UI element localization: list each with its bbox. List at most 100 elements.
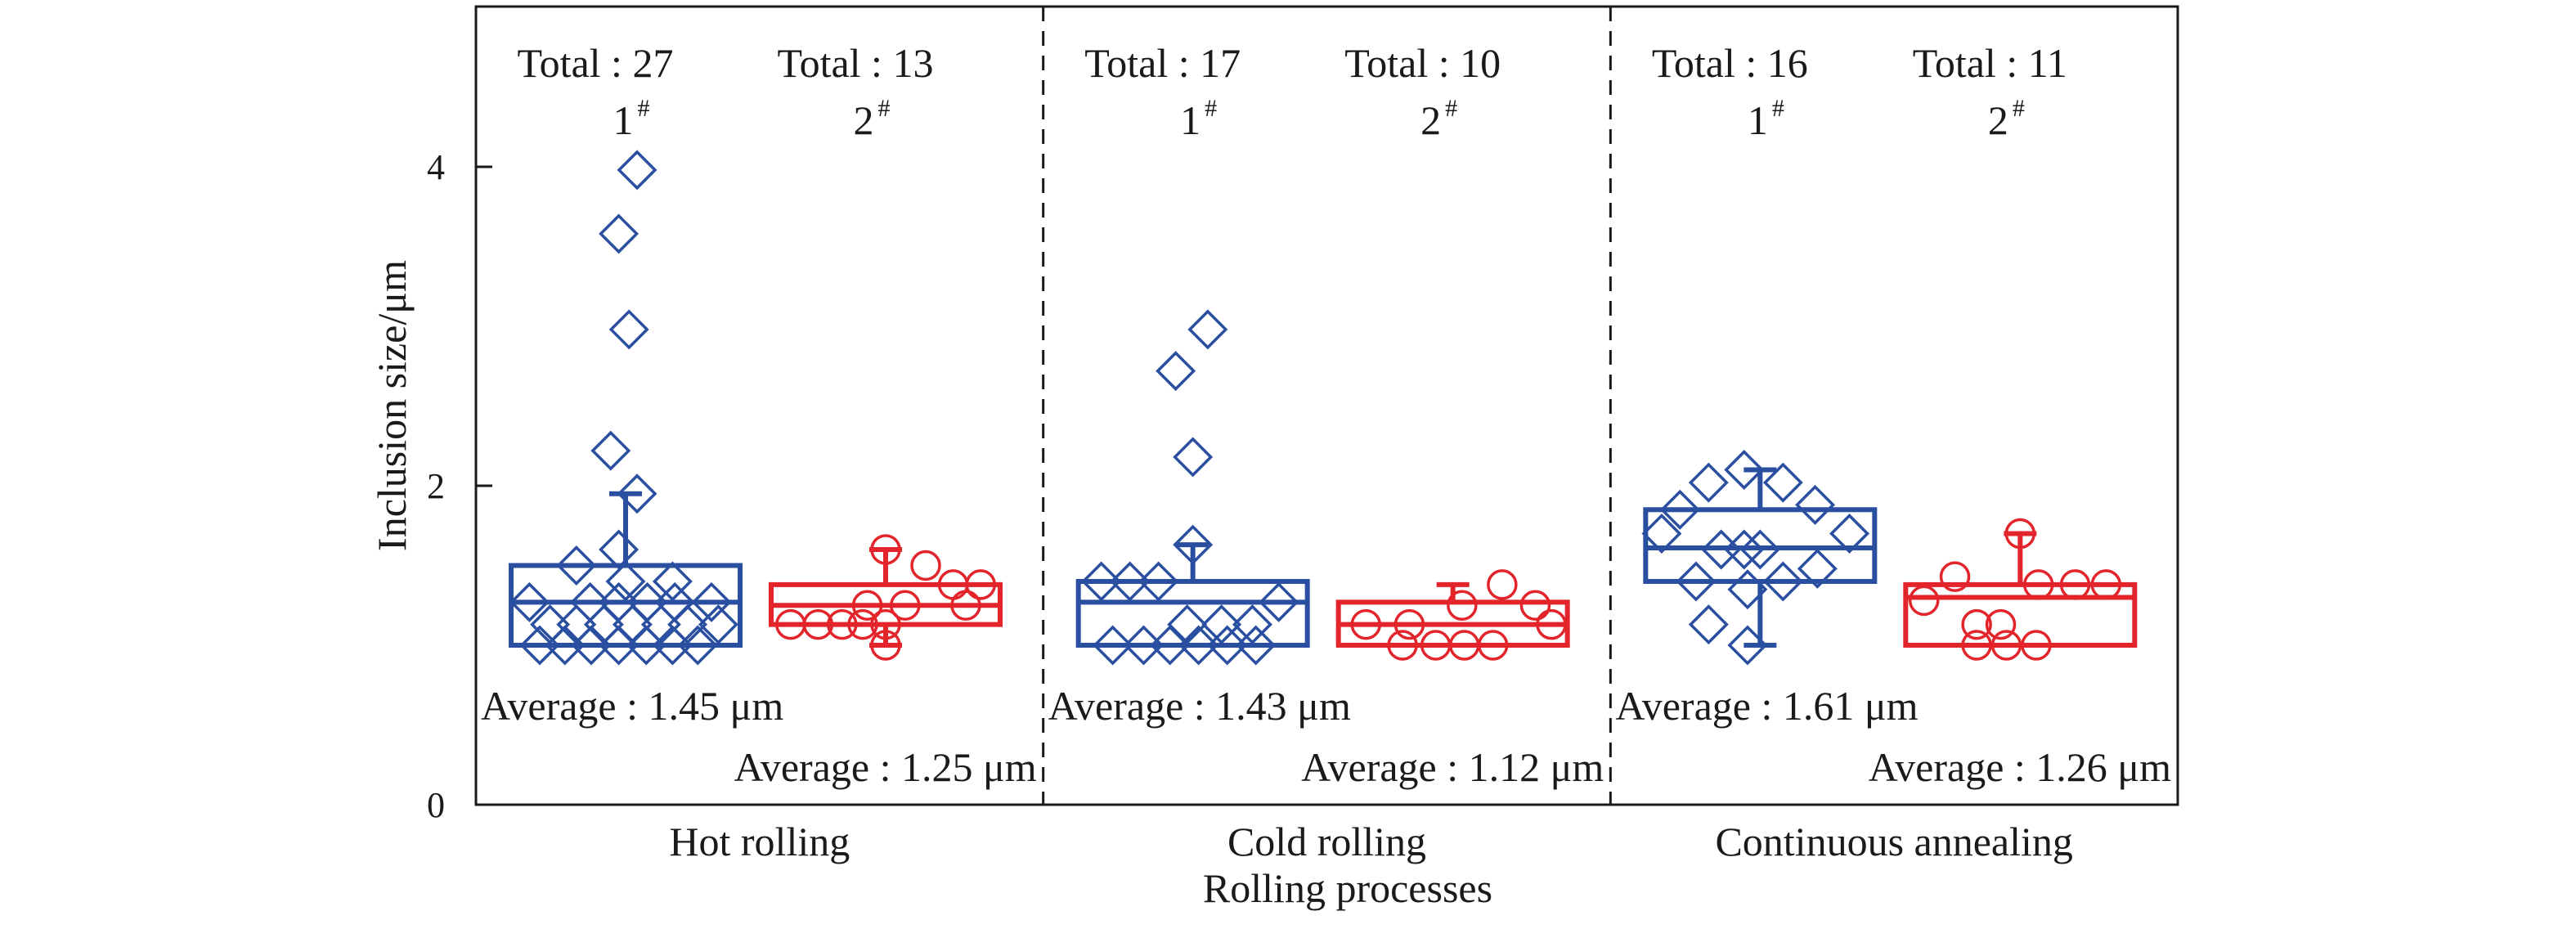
data-point-diamond — [617, 473, 657, 514]
average-label: Average : 1.25 μm — [734, 744, 1036, 790]
box-iqr — [1075, 579, 1310, 648]
total-label: Total : 10 — [1344, 40, 1501, 86]
data-point-circle — [2022, 569, 2054, 600]
data-point-circle — [827, 608, 858, 640]
data-point-circle — [950, 590, 981, 621]
data-point-circle — [870, 534, 901, 565]
data-point-diamond — [509, 581, 550, 622]
data-point-diamond — [1232, 604, 1272, 645]
data-point-diamond — [1110, 561, 1151, 602]
average-label: Average : 1.45 μm — [481, 683, 783, 729]
data-point-diamond — [1727, 625, 1768, 666]
data-point-diamond — [1762, 462, 1803, 503]
plot-frame — [474, 5, 2179, 806]
points-layer — [509, 150, 2122, 666]
data-point-circle — [1961, 608, 1992, 640]
box-iqr — [509, 563, 743, 648]
boxes-layer — [509, 467, 2138, 649]
data-point-circle — [1961, 630, 1992, 661]
data-point-circle — [2059, 569, 2091, 600]
sample-label-superscript: # — [1445, 95, 1457, 122]
data-point-circle — [965, 569, 996, 600]
data-point-diamond — [1641, 514, 1682, 554]
data-point-diamond — [1688, 604, 1729, 645]
sample-label: 2 — [1420, 97, 1441, 143]
data-point-diamond — [605, 561, 646, 602]
total-label: Total : 13 — [778, 40, 934, 86]
data-point-diamond — [545, 625, 586, 666]
sample-label-superscript: # — [1772, 95, 1784, 122]
data-point-circle — [1990, 630, 2022, 661]
data-point-circle — [1387, 630, 1418, 661]
data-point-diamond — [698, 604, 738, 645]
data-point-circle — [1908, 585, 1940, 617]
data-point-diamond — [1138, 561, 1179, 602]
data-point-diamond — [652, 561, 693, 602]
x-axis-labels: Hot rolling Cold rolling Continuous anneal… — [669, 819, 2072, 864]
data-point-circle — [851, 590, 883, 621]
data-point-diamond — [1688, 462, 1729, 503]
data-point-circle — [1985, 608, 2017, 640]
sample-label-superscript: # — [2013, 95, 2025, 122]
y-axis-title: Inclusion size/μm — [369, 260, 415, 551]
data-point-circle — [870, 630, 901, 661]
sample-label-superscript: # — [1205, 95, 1217, 122]
data-point-diamond — [1167, 604, 1208, 645]
y-tick-label: 4 — [427, 147, 445, 187]
total-label: Total : 17 — [1084, 40, 1241, 86]
sample-label: 1 — [1748, 97, 1768, 143]
process-dividers — [1042, 7, 1612, 805]
data-point-diamond — [1207, 625, 1248, 666]
data-point-diamond — [1236, 625, 1277, 666]
sample-label: 1 — [613, 97, 634, 143]
data-point-diamond — [590, 430, 631, 471]
data-point-diamond — [691, 581, 732, 622]
data-point-circle — [802, 608, 834, 640]
total-label: Total : 16 — [1652, 40, 1808, 86]
x-group-label: Hot rolling — [669, 819, 850, 864]
data-point-diamond — [1173, 524, 1214, 565]
data-point-circle — [2021, 630, 2052, 661]
y-axis: 0 2 4 — [427, 147, 492, 825]
data-point-diamond — [1762, 561, 1803, 602]
y-tick-label: 2 — [427, 466, 445, 506]
data-point-diamond — [1797, 548, 1838, 589]
total-label: Total : 11 — [1913, 40, 2067, 86]
data-point-diamond — [1724, 529, 1765, 570]
data-point-diamond — [1795, 484, 1836, 525]
data-point-diamond — [1739, 529, 1780, 570]
data-point-diamond — [1727, 569, 1768, 610]
box-iqr — [1903, 581, 2138, 649]
data-point-diamond — [1178, 625, 1219, 666]
data-point-diamond — [654, 581, 695, 622]
data-point-diamond — [1187, 309, 1228, 350]
sample-label-superscript: # — [638, 95, 650, 122]
y-tick-label: 0 — [427, 785, 445, 825]
sample-label: 1 — [1180, 97, 1200, 143]
data-point-circle — [1487, 569, 1518, 600]
data-point-circle — [1477, 630, 1509, 661]
data-point-diamond — [1173, 437, 1214, 478]
data-point-circle — [1939, 561, 1971, 592]
average-label: Average : 1.12 μm — [1301, 744, 1604, 790]
x-group-label: Cold rolling — [1227, 819, 1426, 864]
data-point-circle — [870, 608, 901, 640]
data-point-diamond — [1123, 625, 1164, 666]
data-point-diamond — [1081, 561, 1122, 602]
data-point-diamond — [1259, 581, 1299, 622]
data-point-circle — [2090, 569, 2122, 600]
data-point-circle — [2004, 518, 2036, 550]
data-point-diamond — [617, 150, 657, 191]
data-point-circle — [1393, 608, 1425, 640]
data-point-diamond — [1659, 489, 1700, 530]
data-point-diamond — [1724, 450, 1765, 490]
average-label: Average : 1.43 μm — [1048, 683, 1351, 729]
data-point-circle — [910, 550, 941, 581]
sample-label-superscript: # — [878, 95, 891, 122]
data-point-diamond — [556, 545, 597, 586]
data-point-diamond — [1676, 561, 1717, 602]
average-label: Average : 1.26 μm — [1869, 744, 2171, 790]
sample-label: 2 — [854, 97, 874, 143]
